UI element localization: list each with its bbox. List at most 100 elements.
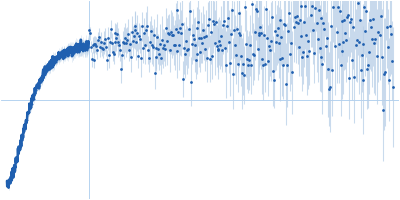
Point: [10, 176, 16, 179]
Point: [46, 65, 52, 69]
Point: [285, 30, 291, 33]
Point: [22, 124, 28, 127]
Point: [204, 57, 210, 60]
Point: [99, 47, 105, 50]
Point: [278, 35, 285, 39]
Point: [284, 63, 290, 66]
Point: [361, 5, 368, 8]
Point: [178, 32, 184, 35]
Point: [49, 58, 55, 61]
Point: [334, 5, 341, 8]
Point: [6, 178, 13, 181]
Point: [193, 52, 200, 55]
Point: [46, 60, 53, 63]
Point: [120, 41, 126, 44]
Point: [197, 51, 204, 54]
Point: [40, 71, 46, 75]
Point: [38, 78, 44, 81]
Point: [219, 48, 226, 51]
Point: [374, 55, 380, 58]
Point: [98, 41, 104, 44]
Point: [124, 38, 130, 42]
Point: [155, 47, 162, 51]
Point: [160, 47, 166, 50]
Point: [348, 17, 354, 20]
Point: [48, 59, 54, 62]
Point: [179, 23, 186, 26]
Point: [104, 58, 110, 61]
Point: [60, 53, 66, 56]
Point: [297, 35, 304, 38]
Point: [356, 19, 363, 22]
Point: [18, 133, 25, 136]
Point: [79, 45, 85, 48]
Point: [289, 71, 295, 74]
Point: [232, 53, 239, 57]
Point: [279, 56, 286, 59]
Point: [240, 62, 246, 65]
Point: [317, 16, 324, 20]
Point: [170, 34, 176, 37]
Point: [168, 31, 174, 34]
Point: [86, 28, 92, 31]
Point: [30, 96, 36, 99]
Point: [295, 45, 302, 48]
Point: [226, 40, 232, 43]
Point: [320, 21, 326, 25]
Point: [200, 29, 206, 32]
Point: [201, 36, 207, 39]
Point: [225, 16, 231, 20]
Point: [228, 32, 234, 35]
Point: [40, 76, 47, 80]
Point: [319, 62, 326, 66]
Point: [130, 39, 136, 42]
Point: [24, 119, 30, 122]
Point: [261, 33, 268, 36]
Point: [188, 42, 195, 46]
Point: [235, 31, 242, 35]
Point: [152, 46, 159, 50]
Point: [63, 52, 69, 55]
Point: [264, 36, 270, 39]
Point: [32, 88, 39, 91]
Point: [36, 85, 42, 89]
Point: [268, 40, 274, 43]
Point: [39, 75, 45, 78]
Point: [45, 63, 52, 67]
Point: [50, 57, 56, 60]
Point: [88, 45, 94, 48]
Point: [292, 15, 298, 18]
Point: [369, 37, 375, 40]
Point: [310, 29, 316, 32]
Point: [130, 35, 137, 38]
Point: [4, 182, 11, 185]
Point: [190, 38, 197, 41]
Point: [354, 39, 360, 42]
Point: [241, 73, 248, 77]
Point: [68, 50, 75, 53]
Point: [267, 48, 273, 51]
Point: [11, 169, 17, 173]
Point: [64, 50, 70, 54]
Point: [272, 29, 278, 32]
Point: [233, 28, 240, 31]
Point: [372, 37, 378, 40]
Point: [388, 33, 394, 36]
Point: [171, 44, 178, 47]
Point: [143, 28, 149, 31]
Point: [32, 92, 38, 95]
Point: [9, 173, 15, 177]
Point: [275, 41, 282, 44]
Point: [16, 149, 22, 152]
Point: [121, 42, 127, 45]
Point: [337, 63, 344, 66]
Point: [13, 161, 19, 164]
Point: [304, 55, 310, 58]
Point: [342, 32, 348, 35]
Point: [385, 45, 392, 48]
Point: [133, 40, 140, 43]
Point: [26, 102, 33, 105]
Point: [301, 20, 308, 23]
Point: [82, 48, 88, 52]
Point: [69, 46, 76, 49]
